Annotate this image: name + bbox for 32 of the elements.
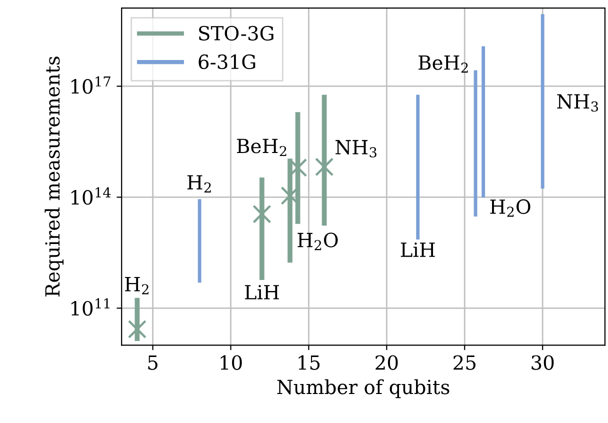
- y-tick-label: 10$^{17}$: [71, 76, 110, 94]
- legend-label: STO-3G: [199, 26, 274, 41]
- bar: [198, 199, 202, 283]
- y-tick-label: 10$^{14}$: [71, 187, 111, 205]
- legend-label: 6-31G: [198, 54, 256, 70]
- annotation: LiH: [244, 284, 279, 300]
- annotation: H$_{2}$O: [490, 199, 530, 217]
- x-tick-label: 30: [532, 355, 554, 370]
- point: [314, 158, 334, 176]
- annotation: H$_{2}$O: [298, 232, 338, 250]
- y-tick-label: 10$^{11}$: [71, 298, 110, 316]
- annotation: BeH$_{2}$: [418, 55, 468, 73]
- annotation: H$_{2}$: [125, 277, 148, 294]
- bar: [416, 94, 420, 240]
- point: [128, 320, 147, 339]
- x-tick-label: 15: [298, 355, 320, 370]
- x-tick-label: 10: [220, 355, 242, 370]
- annotation: BeH$_{2}$: [237, 138, 286, 156]
- x-axis-title: Number of qubits: [277, 379, 450, 398]
- bar: [482, 46, 486, 198]
- annotation: LiH: [400, 242, 435, 257]
- annotation: NH$_{3}$: [557, 94, 598, 112]
- point: [288, 158, 308, 177]
- x-tick-label: 5: [148, 355, 158, 370]
- x-tick-label: 25: [454, 355, 476, 370]
- bar: [540, 14, 544, 189]
- y-axis-title: Required measurements: [44, 56, 64, 296]
- bar: [474, 70, 478, 217]
- point: [252, 204, 272, 224]
- x-tick-label: 20: [376, 355, 398, 370]
- annotation: H$_{2}$: [187, 175, 211, 192]
- annotation: NH$_{3}$: [336, 140, 376, 158]
